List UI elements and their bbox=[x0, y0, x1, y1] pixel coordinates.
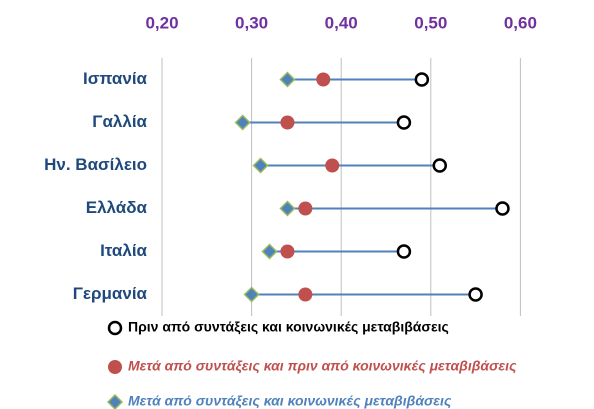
legend-label: Μετά από συντάξεις και κοινωνικές μεταβι… bbox=[128, 393, 452, 409]
category-label: Ιταλία bbox=[100, 241, 147, 260]
data-point bbox=[414, 72, 430, 87]
data-point bbox=[279, 71, 296, 88]
category-label: Γερμανία bbox=[73, 284, 148, 303]
category-label: Γαλλία bbox=[92, 112, 147, 131]
data-point bbox=[396, 115, 412, 130]
legend-marker bbox=[108, 360, 122, 374]
legend-label: Μετά από συντάξεις και πριν από κοινωνικ… bbox=[128, 358, 517, 374]
category-label: Ην. Βασίλειο bbox=[44, 155, 147, 174]
data-point bbox=[280, 244, 295, 259]
x-tick-label: 0,30 bbox=[235, 13, 268, 32]
data-point bbox=[495, 201, 510, 216]
data-point bbox=[252, 157, 269, 174]
data-point bbox=[279, 200, 296, 217]
data-point bbox=[325, 158, 340, 173]
legend-marker bbox=[106, 393, 124, 409]
data-point bbox=[243, 286, 260, 303]
data-point bbox=[234, 114, 251, 131]
data-point bbox=[316, 72, 331, 87]
data-point bbox=[298, 287, 313, 302]
data-point bbox=[298, 201, 313, 216]
data-point bbox=[396, 244, 412, 259]
x-tick-label: 0,40 bbox=[325, 13, 358, 32]
legend-label: Πριν από συντάξεις και κοινωνικές μεταβι… bbox=[128, 319, 449, 335]
data-point bbox=[468, 287, 483, 302]
data-point bbox=[261, 243, 278, 260]
legend-marker bbox=[107, 320, 123, 336]
data-point bbox=[280, 115, 295, 130]
category-label: Ελλάδα bbox=[86, 198, 148, 217]
x-tick-label: 0,50 bbox=[414, 13, 447, 32]
x-tick-label: 0,20 bbox=[145, 13, 178, 32]
category-label: Ισπανία bbox=[83, 69, 148, 88]
data-point bbox=[432, 158, 448, 173]
x-tick-label: 0,60 bbox=[504, 13, 537, 32]
